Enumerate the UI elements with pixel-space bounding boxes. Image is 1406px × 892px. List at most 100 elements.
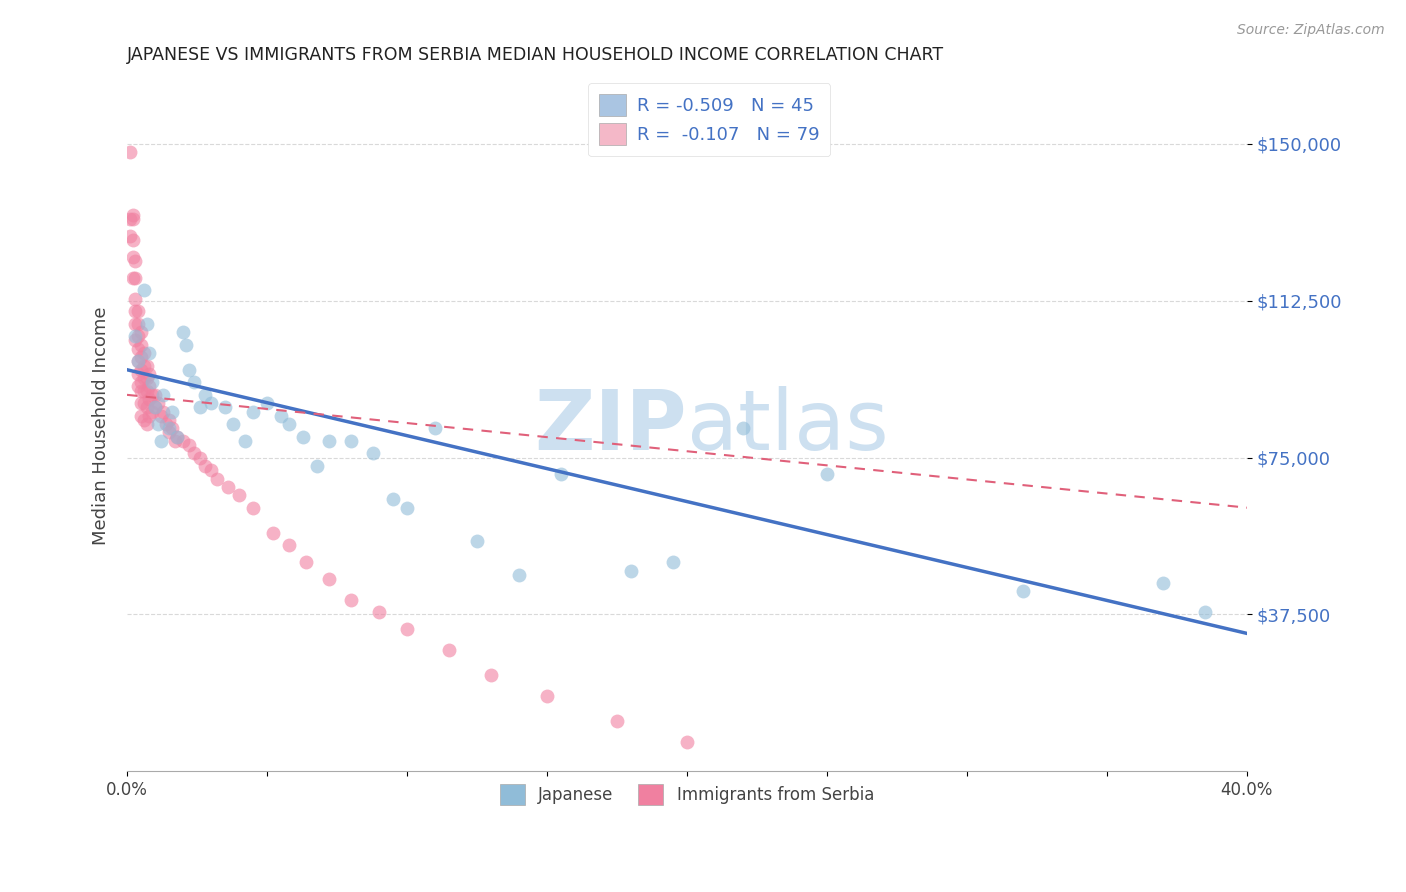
Point (138, 367, 160, 381)
Point (278, 417, 301, 431)
Point (815, 467, 838, 482)
Point (132, 346, 155, 360)
Point (163, 434, 186, 448)
Point (437, 643, 460, 657)
Point (146, 417, 169, 431)
Text: ZIP: ZIP (534, 385, 686, 467)
Point (262, 525, 284, 540)
Text: Source: ZipAtlas.com: Source: ZipAtlas.com (1237, 23, 1385, 37)
Point (606, 714, 628, 728)
Point (166, 430, 188, 444)
Point (662, 555, 685, 569)
Point (152, 404, 174, 418)
Point (127, 354, 149, 368)
Point (508, 567, 530, 582)
Point (135, 359, 157, 373)
Point (318, 572, 340, 586)
Point (132, 384, 155, 398)
Point (295, 555, 318, 569)
Point (118, 212, 141, 227)
Point (135, 371, 157, 385)
Point (138, 346, 160, 360)
Point (620, 564, 643, 578)
Point (141, 404, 163, 418)
Point (124, 329, 146, 343)
Point (278, 538, 301, 552)
Point (183, 376, 205, 390)
Point (1152, 576, 1174, 591)
Point (127, 304, 149, 318)
Point (132, 283, 155, 297)
Point (340, 592, 363, 607)
Point (157, 425, 180, 440)
Point (731, 421, 754, 435)
Point (124, 304, 146, 318)
Text: atlas: atlas (686, 385, 889, 467)
Point (121, 250, 143, 264)
Point (129, 396, 152, 410)
Point (135, 317, 157, 331)
Text: JAPANESE VS IMMIGRANTS FROM SERBIA MEDIAN HOUSEHOLD INCOME CORRELATION CHART: JAPANESE VS IMMIGRANTS FROM SERBIA MEDIA… (127, 46, 943, 64)
Point (292, 430, 315, 444)
Point (132, 359, 155, 373)
Point (118, 228, 141, 243)
Point (256, 396, 278, 410)
Point (124, 334, 146, 348)
Point (129, 384, 152, 398)
Point (675, 735, 697, 749)
Point (214, 401, 236, 415)
Y-axis label: Median Household Income: Median Household Income (93, 307, 110, 546)
Point (127, 329, 149, 343)
Point (166, 430, 188, 444)
Point (188, 450, 211, 465)
Point (121, 270, 143, 285)
Point (141, 376, 163, 390)
Point (127, 367, 149, 381)
Point (550, 467, 572, 482)
Point (143, 401, 166, 415)
Point (127, 379, 149, 393)
Point (129, 350, 152, 364)
Point (127, 317, 149, 331)
Point (124, 254, 146, 268)
Point (172, 434, 194, 448)
Point (132, 371, 155, 385)
Point (270, 409, 292, 423)
Point (381, 492, 404, 507)
Point (127, 354, 149, 368)
Point (127, 342, 149, 356)
Point (124, 270, 146, 285)
Point (242, 500, 264, 515)
Point (395, 500, 418, 515)
Point (129, 376, 152, 390)
Point (307, 458, 329, 473)
Point (205, 471, 228, 485)
Point (152, 388, 174, 402)
Point (138, 392, 160, 406)
Point (121, 233, 143, 247)
Point (149, 434, 172, 448)
Point (121, 212, 143, 227)
Point (395, 622, 418, 636)
Point (143, 401, 166, 415)
Point (200, 396, 222, 410)
Point (174, 337, 197, 351)
Point (141, 388, 163, 402)
Point (121, 208, 143, 222)
Point (242, 404, 264, 418)
Point (188, 401, 211, 415)
Point (367, 606, 389, 620)
Point (217, 480, 239, 494)
Point (233, 434, 256, 448)
Point (129, 325, 152, 339)
Legend: Japanese, Immigrants from Serbia: Japanese, Immigrants from Serbia (489, 774, 884, 814)
Point (146, 396, 169, 410)
Point (157, 413, 180, 427)
Point (143, 388, 166, 402)
Point (536, 689, 558, 703)
Point (318, 434, 340, 448)
Point (423, 421, 446, 435)
Point (1194, 606, 1216, 620)
Point (132, 396, 155, 410)
Point (200, 463, 222, 477)
